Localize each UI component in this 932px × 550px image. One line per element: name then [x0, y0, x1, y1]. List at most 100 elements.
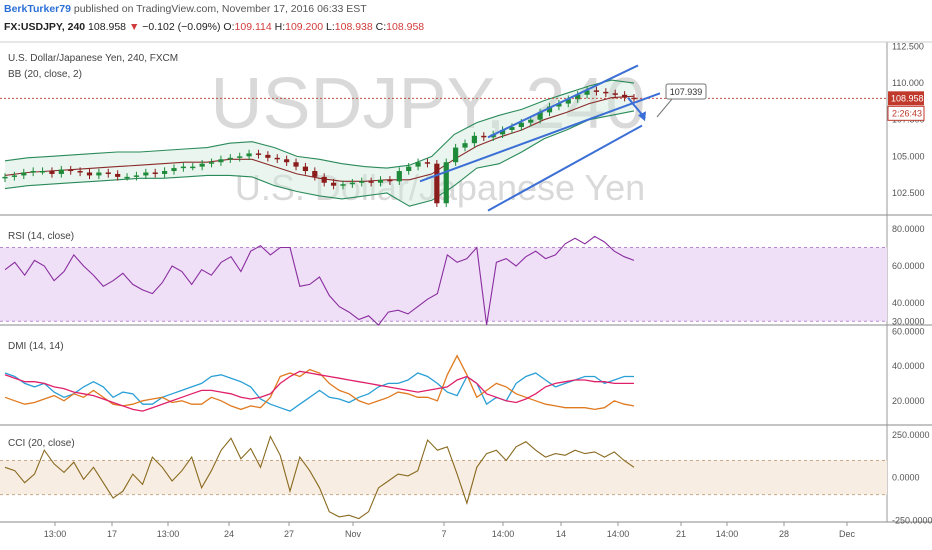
x-tick-label: 7 — [441, 529, 446, 539]
bb-upper-band — [4, 79, 635, 169]
candle-body — [462, 143, 468, 148]
candle-body — [340, 184, 346, 186]
candle-body — [312, 171, 318, 177]
bb-lower-band — [4, 110, 635, 207]
candle-body — [49, 171, 55, 174]
candle-body — [227, 157, 233, 160]
rsi-band — [0, 247, 887, 322]
x-tick-label: 13:00 — [44, 529, 67, 539]
candle-body — [546, 106, 553, 113]
candle-body — [115, 173, 121, 177]
candle-body — [528, 119, 534, 123]
x-tick-label: Nov — [345, 529, 362, 539]
candle-body — [509, 127, 515, 130]
rsi-tick-label: 30.0000 — [892, 316, 925, 326]
candle-body — [21, 172, 27, 176]
price-tick-label: 110.000 — [892, 78, 924, 88]
candle-body — [593, 90, 600, 92]
price-tick-label: 112.500 — [892, 41, 924, 51]
author-link[interactable]: BerkTurker79 — [4, 3, 71, 15]
candle-body — [584, 90, 590, 95]
dmi-minus-line — [4, 354, 635, 411]
candle-body — [208, 162, 215, 164]
cci-line — [4, 435, 635, 520]
adx-line — [4, 370, 634, 412]
channel-mid-trendline — [419, 92, 661, 183]
ohlc-header: FX:USDJPY, 240 108.958 ▼ −0.102 (−0.09%)… — [4, 21, 424, 33]
last-price-tag — [888, 91, 924, 106]
countdown-tag — [887, 105, 925, 121]
candle-body — [237, 156, 243, 158]
countdown-tag-text: 2:26:43 — [892, 108, 922, 118]
candle-body — [218, 159, 224, 163]
candle-body — [434, 163, 440, 204]
channel-lower-trendline — [487, 124, 643, 212]
dmi-tick-label: 60.0000 — [892, 326, 925, 336]
candle-body — [293, 162, 299, 167]
rsi-tick-label: 60.0000 — [892, 261, 925, 271]
dmi-pane-title: DMI (14, 14) — [8, 341, 64, 352]
candle-body — [321, 176, 327, 183]
close-label: C: — [375, 21, 387, 33]
last-price-tag-text: 108.958 — [891, 93, 924, 103]
price-pane-title: U.S. Dollar/Japanese Yen, 240, FXCM — [8, 53, 178, 64]
price-tick-label: 105.000 — [892, 151, 925, 161]
x-tick-label: Dec — [839, 529, 856, 539]
open-value: 109.114 — [234, 21, 272, 33]
rsi-pane-title: RSI (14, close) — [8, 231, 74, 242]
bb-fill — [5, 80, 634, 207]
candle-body — [246, 153, 252, 157]
dmi-plus-line — [4, 372, 634, 412]
candle-body — [143, 172, 149, 176]
symbol-label: FX:USDJPY, 240 — [4, 21, 86, 33]
cci-tick-label: 250.0000 — [892, 430, 930, 440]
candle-body — [30, 171, 36, 173]
candle-body — [105, 172, 111, 174]
candle-body — [171, 168, 177, 172]
down-arrow-icon: ▼ — [128, 21, 140, 33]
candle-body — [58, 169, 64, 174]
candle-body — [180, 166, 186, 169]
target-callout-pointer — [656, 98, 673, 118]
candle-body — [86, 172, 93, 176]
candle-body — [77, 171, 83, 173]
candle-body — [481, 135, 487, 138]
candle-body — [471, 135, 478, 144]
candle-body — [537, 112, 543, 120]
candle-body — [603, 91, 609, 94]
bb-basis-line — [4, 95, 635, 182]
candle-body — [612, 93, 618, 95]
x-tick-label: 14:00 — [492, 529, 515, 539]
bb-indicator-label: BB (20, close, 2) — [8, 69, 82, 80]
channel-upper-trendline — [487, 64, 639, 139]
candle-body — [622, 94, 628, 98]
x-tick-label: 24 — [224, 529, 234, 539]
low-label: L: — [326, 21, 335, 33]
cci-tick-label: -250.0000 — [892, 515, 932, 525]
candle-body — [284, 159, 290, 163]
last-price: 108.958 — [88, 21, 127, 33]
x-tick-label: 14:00 — [607, 529, 630, 539]
cci-band — [0, 460, 887, 495]
rsi-tick-label: 40.0000 — [892, 298, 925, 308]
watermark-symbol: USDJPY, 240 — [211, 64, 646, 144]
x-tick-label: 13:00 — [157, 529, 180, 539]
candle-body — [518, 122, 524, 128]
x-tick-label: 28 — [779, 529, 789, 539]
candle-body — [302, 166, 309, 172]
price-tick-label: 102.500 — [892, 188, 925, 198]
x-tick-label: 14:00 — [716, 529, 739, 539]
candle-body — [368, 181, 374, 183]
candle-body — [330, 182, 337, 186]
publish-info: BerkTurker79 published on TradingView.co… — [4, 3, 367, 15]
candle-body — [68, 169, 74, 172]
candle-body — [575, 94, 581, 100]
publish-text: published on TradingView.com, November 1… — [73, 3, 367, 15]
candle-body — [377, 179, 384, 183]
target-callout-box — [665, 83, 707, 100]
candle-body — [11, 175, 17, 177]
target-label: 107.939 — [670, 87, 703, 97]
candle-body — [124, 176, 130, 179]
